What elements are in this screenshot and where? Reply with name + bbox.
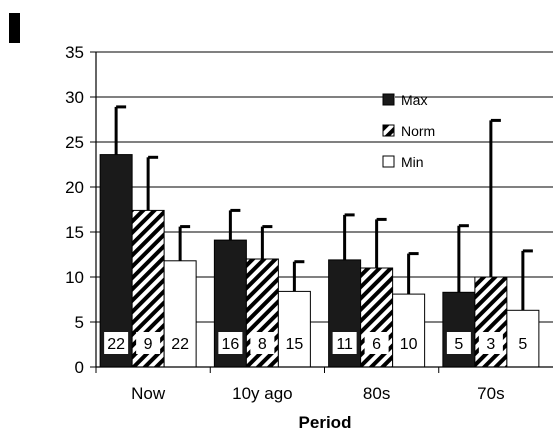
n-label: 8 xyxy=(258,336,267,353)
legend: Max Norm Min xyxy=(382,92,435,170)
legend-label-max: Max xyxy=(401,92,427,108)
bar-min xyxy=(392,293,426,368)
x-tick-labels: Now 10y ago 80s 70s xyxy=(131,384,504,403)
bars-group xyxy=(99,154,540,368)
n-label: 5 xyxy=(454,336,463,353)
n-label-box xyxy=(396,332,421,354)
n-label: 15 xyxy=(285,336,303,353)
n-label-box xyxy=(282,332,307,354)
corner-marker xyxy=(9,13,20,43)
y-tick-label: 25 xyxy=(65,133,84,152)
x-tick-label: 70s xyxy=(477,384,504,403)
n-label: 16 xyxy=(221,336,239,353)
legend-label-min: Min xyxy=(401,154,424,170)
n-label-box xyxy=(332,332,357,354)
y-tick-label: 0 xyxy=(75,358,84,377)
y-tick-label: 35 xyxy=(65,43,84,62)
sample-size-labels: 22 9 22 16 8 15 11 6 10 5 3 5 xyxy=(104,332,535,354)
n-label: 5 xyxy=(518,336,527,353)
axes xyxy=(90,51,553,373)
n-label: 6 xyxy=(372,336,381,353)
y-tick-label: 20 xyxy=(65,178,84,197)
legend-swatch-norm xyxy=(382,124,395,137)
n-label-box xyxy=(364,332,389,354)
n-label: 9 xyxy=(144,336,153,353)
y-tick-label: 30 xyxy=(65,88,84,107)
n-label: 11 xyxy=(336,336,353,353)
y-tick-label: 10 xyxy=(65,268,84,287)
n-label-box xyxy=(446,332,471,354)
legend-swatch-min xyxy=(382,155,395,168)
n-label: 22 xyxy=(171,336,189,353)
y-tick-label: 15 xyxy=(65,223,84,242)
x-tick-label: 80s xyxy=(363,384,390,403)
bar-min xyxy=(277,290,311,368)
n-label: 22 xyxy=(107,336,125,353)
n-label-box xyxy=(478,332,503,354)
n-label: 3 xyxy=(486,336,495,353)
n-label: 10 xyxy=(400,336,418,353)
y-tick-label: 5 xyxy=(75,313,84,332)
y-tick-labels: 0 5 10 15 20 25 30 35 xyxy=(65,43,84,377)
n-label-box xyxy=(104,332,129,354)
n-label-box xyxy=(218,332,243,354)
n-label-box xyxy=(510,332,535,354)
x-tick-label: Now xyxy=(131,384,166,403)
x-tick-label: 10y ago xyxy=(232,384,293,403)
n-label-box xyxy=(168,332,193,354)
n-label-box xyxy=(250,332,275,354)
x-axis-label: Period xyxy=(299,413,352,432)
legend-label-norm: Norm xyxy=(401,123,435,139)
legend-swatch-max xyxy=(382,93,395,106)
n-label-box xyxy=(136,332,161,354)
bar-max xyxy=(442,291,476,368)
error-bars-group xyxy=(114,105,533,311)
